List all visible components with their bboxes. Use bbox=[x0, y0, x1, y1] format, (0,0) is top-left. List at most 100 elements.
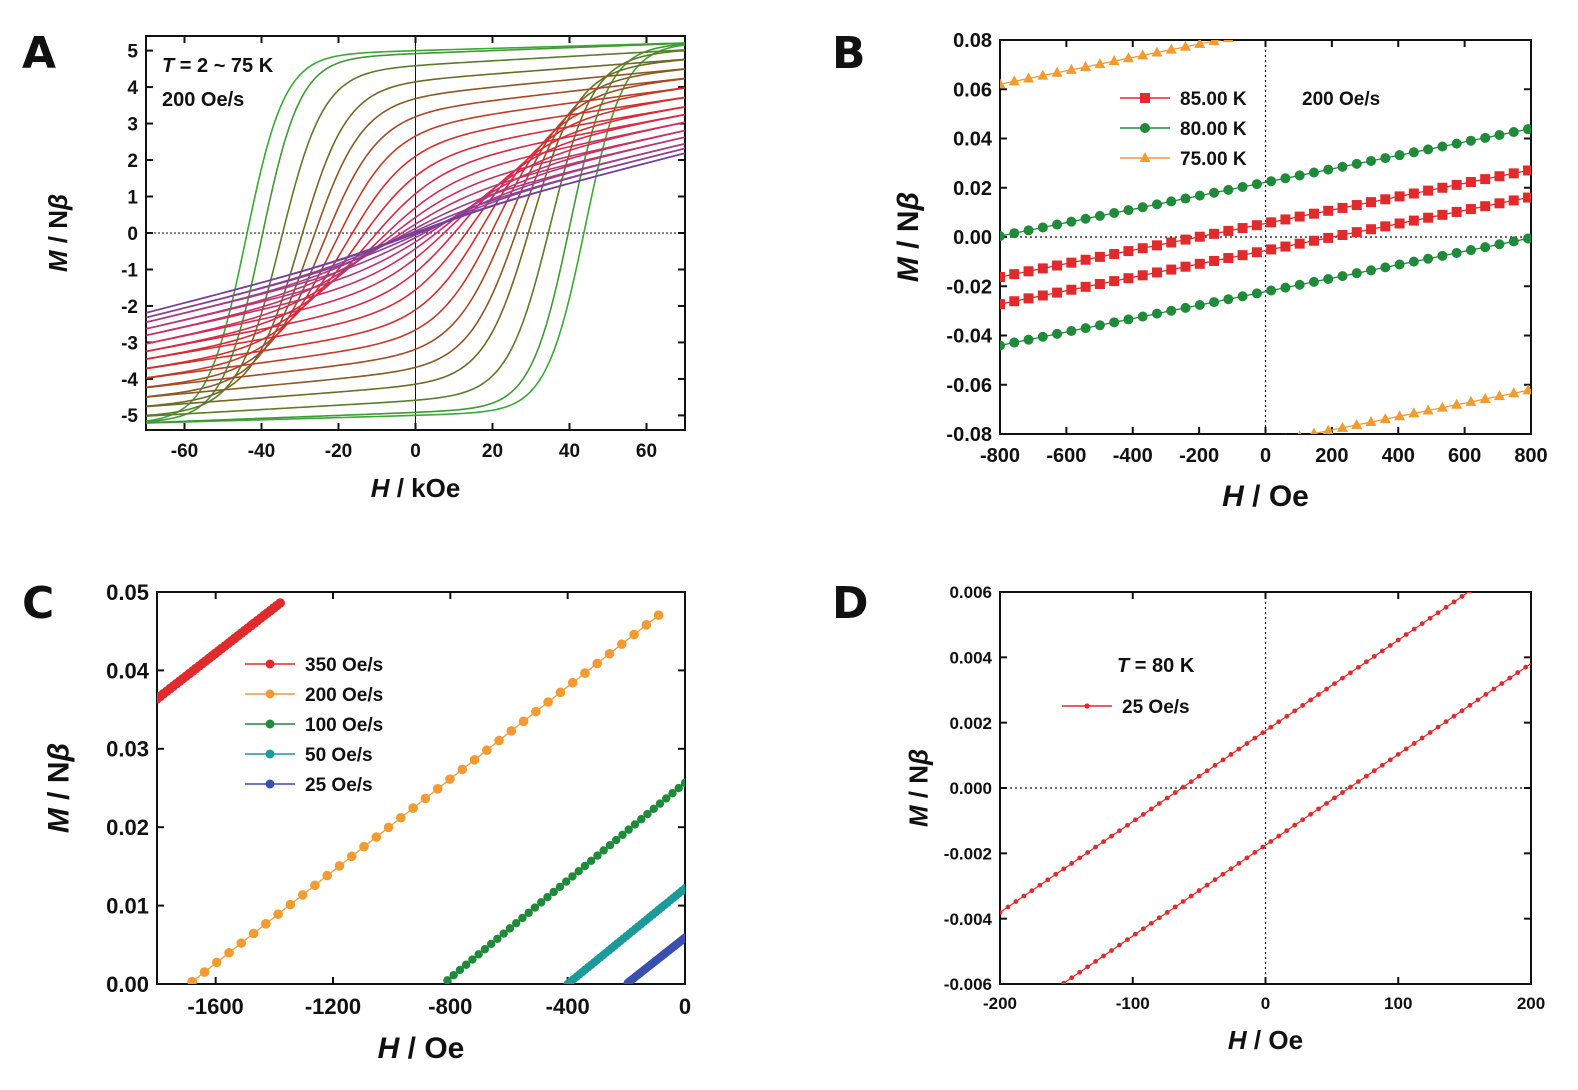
y-tick-label: -0.004 bbox=[944, 910, 993, 929]
data-point bbox=[499, 929, 508, 938]
data-point bbox=[1109, 207, 1120, 218]
loop-lower-branch-15 bbox=[146, 152, 685, 314]
data-point bbox=[1408, 147, 1419, 158]
data-point bbox=[1236, 746, 1242, 752]
data-point bbox=[493, 934, 502, 943]
data-point bbox=[1151, 46, 1163, 57]
data-point bbox=[1123, 273, 1134, 284]
data-point bbox=[1280, 282, 1291, 293]
data-point bbox=[1066, 325, 1077, 336]
data-point bbox=[469, 755, 480, 765]
data-point bbox=[1340, 675, 1345, 681]
data-point bbox=[1380, 194, 1391, 205]
data-point bbox=[1165, 43, 1177, 54]
data-point bbox=[530, 903, 540, 912]
data-point bbox=[1465, 395, 1477, 406]
data-point bbox=[1465, 135, 1476, 146]
data-point bbox=[1494, 171, 1505, 182]
data-point bbox=[562, 877, 571, 886]
y-axis-label-var: M bbox=[892, 256, 925, 282]
x-tick-label: 400 bbox=[1382, 445, 1415, 467]
data-point bbox=[1052, 479, 1063, 489]
data-point bbox=[265, 779, 275, 789]
y-tick-label: 0.000 bbox=[949, 779, 992, 798]
legend-entry: 75.00 K bbox=[1180, 149, 1247, 170]
x-tick-label: -800 bbox=[428, 994, 472, 1019]
data-point bbox=[1300, 703, 1306, 708]
data-point bbox=[1423, 212, 1434, 223]
y-tick-label: -4 bbox=[121, 370, 138, 391]
data-point bbox=[1122, 52, 1134, 63]
data-point bbox=[1061, 866, 1067, 872]
y-axis-label-greek: β bbox=[892, 192, 925, 212]
data-point bbox=[680, 933, 685, 942]
data-point bbox=[1223, 253, 1234, 264]
data-point bbox=[1196, 888, 1202, 893]
loop-lower-branch-9 bbox=[146, 113, 685, 353]
data-point bbox=[1467, 702, 1473, 708]
y-tick-label: 0.04 bbox=[953, 129, 993, 151]
data-point bbox=[536, 898, 546, 907]
data-point bbox=[1408, 256, 1419, 267]
data-point bbox=[1507, 561, 1512, 566]
data-point bbox=[1109, 276, 1120, 287]
y-tick-label: 0.05 bbox=[106, 580, 149, 605]
y-tick-label: 0.04 bbox=[106, 658, 150, 683]
data-point bbox=[1237, 442, 1248, 452]
data-point bbox=[1223, 445, 1234, 455]
data-point bbox=[1029, 1003, 1034, 1008]
data-point bbox=[1394, 410, 1406, 421]
chart-panel-d: -200 -100 0 100 200 -0.006 -0.004 -0.002 0.000 0.… bbox=[904, 561, 1546, 1055]
data-point bbox=[1394, 0, 1405, 8]
data-point bbox=[518, 716, 529, 727]
loop-lower-branch-8 bbox=[146, 106, 685, 361]
x-axis-label: H / Oe bbox=[1222, 480, 1309, 513]
data-point bbox=[593, 851, 602, 860]
data-point bbox=[1379, 413, 1391, 424]
data-point bbox=[1280, 21, 1291, 31]
x-tick-label: -40 bbox=[248, 441, 275, 462]
data-point bbox=[1465, 204, 1476, 215]
data-point bbox=[1493, 390, 1505, 401]
y-tick-label: 0.03 bbox=[106, 737, 149, 762]
data-point bbox=[1037, 263, 1048, 274]
data-point bbox=[1037, 482, 1048, 492]
data-point bbox=[568, 872, 577, 881]
data-point bbox=[1065, 63, 1077, 74]
data-point bbox=[1371, 653, 1377, 659]
data-point bbox=[998, 1024, 1003, 1029]
plot-area bbox=[1000, 0, 1531, 492]
data-point bbox=[1005, 904, 1011, 910]
data-point bbox=[1395, 637, 1401, 643]
data-point bbox=[511, 918, 521, 928]
data-point bbox=[1451, 398, 1463, 409]
data-point bbox=[1494, 198, 1505, 209]
data-point bbox=[1308, 697, 1314, 703]
data-point bbox=[1008, 75, 1020, 86]
data-point bbox=[1323, 12, 1334, 22]
loop-lower-branch-0 bbox=[146, 44, 685, 424]
data-point bbox=[468, 955, 477, 964]
data-point bbox=[461, 960, 471, 969]
temperature-annotation-var: T bbox=[162, 55, 176, 77]
x-axis-label-var: H bbox=[1228, 1025, 1248, 1055]
data-point bbox=[1094, 278, 1105, 289]
data-point bbox=[1093, 844, 1098, 850]
data-point bbox=[1220, 757, 1226, 763]
data-point bbox=[261, 919, 271, 929]
data-point bbox=[1212, 762, 1218, 768]
data-point bbox=[1337, 9, 1348, 19]
data-point bbox=[1166, 196, 1177, 207]
data-point bbox=[1422, 404, 1434, 415]
x-tick-label: 0 bbox=[1260, 445, 1271, 467]
data-point bbox=[285, 899, 296, 910]
data-point bbox=[1061, 980, 1067, 984]
x-tick-label: 100 bbox=[1384, 994, 1412, 1013]
data-point bbox=[1276, 719, 1282, 725]
y-axis-label-var: M bbox=[43, 807, 76, 833]
data-point bbox=[1408, 407, 1420, 418]
data-point bbox=[1337, 230, 1348, 241]
data-point bbox=[1180, 261, 1191, 272]
x-axis-label-var: H bbox=[371, 473, 391, 503]
data-point bbox=[1423, 185, 1434, 196]
